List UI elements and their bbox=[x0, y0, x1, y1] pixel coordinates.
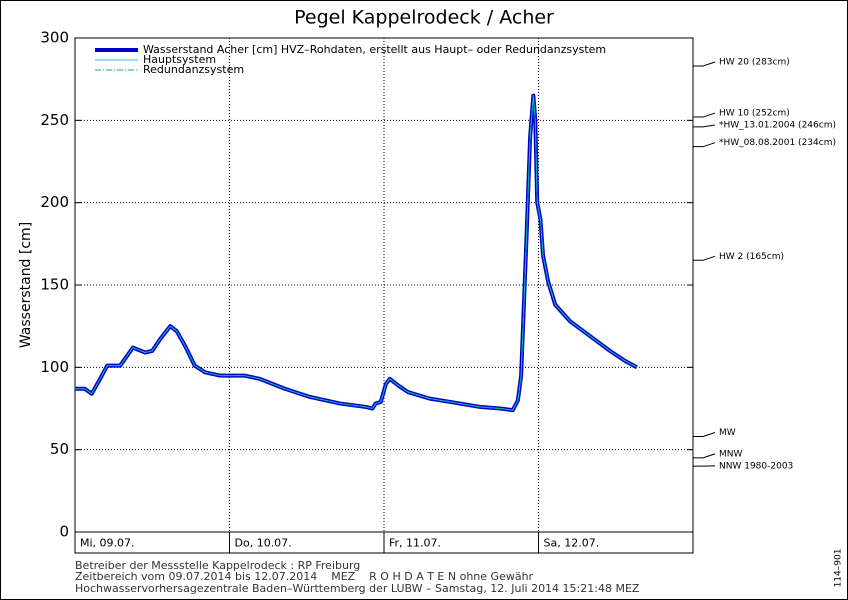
series-line bbox=[75, 95, 638, 411]
y-tick-label: 50 bbox=[50, 440, 69, 458]
legend-label: Hauptsystem bbox=[143, 53, 216, 66]
reference-label: MW bbox=[719, 428, 736, 438]
footer-line: Betreiber der Messstelle Kappelrodeck : … bbox=[75, 559, 360, 572]
reference-label: HW 10 (252cm) bbox=[719, 109, 790, 119]
footer-line: Zeitbereich vom 09.07.2014 bis 12.07.201… bbox=[75, 570, 534, 583]
x-tick-label: Do, 10.07. bbox=[235, 537, 292, 550]
reference-marker bbox=[693, 453, 716, 459]
x-tick-label: Mi, 09.07. bbox=[80, 537, 135, 550]
reference-label: HW 20 (283cm) bbox=[719, 57, 790, 67]
reference-label: HW 2 (165cm) bbox=[719, 252, 784, 262]
y-tick-label: 0 bbox=[59, 523, 69, 541]
y-tick-label: 150 bbox=[40, 276, 69, 294]
y-tick-label: 300 bbox=[40, 29, 69, 47]
chart-title: Pegel Kappelrodeck / Acher bbox=[294, 7, 554, 29]
reference-marker bbox=[693, 432, 716, 437]
chart-code: 114–901 bbox=[834, 549, 844, 588]
reference-marker bbox=[693, 112, 716, 118]
x-tick-label: Fr, 11.07. bbox=[389, 537, 441, 550]
y-tick-label: 250 bbox=[40, 111, 69, 129]
y-tick-label: 100 bbox=[40, 358, 69, 376]
legend-label: Redundanzsystem bbox=[143, 63, 244, 76]
y-tick-label: 200 bbox=[40, 193, 69, 211]
date-strip bbox=[74, 531, 694, 554]
reference-label: MNW bbox=[719, 449, 742, 459]
reference-label: *HW_08.08.2001 (234cm) bbox=[719, 138, 836, 148]
reference-label: NNW 1980-2003 bbox=[719, 461, 793, 471]
reference-marker bbox=[693, 142, 716, 148]
x-tick-label: Sa, 12.07. bbox=[544, 537, 600, 550]
footer-line: Hochwasservorhersagezentrale Baden–Württ… bbox=[75, 582, 640, 595]
reference-marker bbox=[693, 61, 716, 67]
y-axis-label: Wasserstand [cm] bbox=[18, 222, 34, 348]
reference-marker bbox=[693, 255, 716, 261]
reference-marker bbox=[693, 124, 716, 128]
reference-label: *HW_13.01.2004 (246cm) bbox=[719, 121, 836, 131]
legend-label: Wasserstand Acher [cm] HVZ–Rohdaten, ers… bbox=[143, 43, 606, 56]
